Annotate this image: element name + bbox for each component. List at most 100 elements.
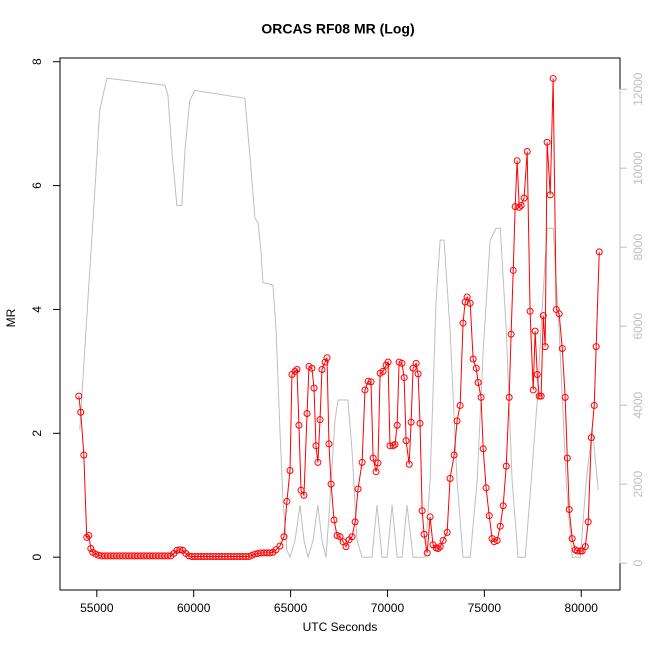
data-point: [426, 513, 434, 521]
x-tick-label: 70000: [371, 601, 405, 615]
data-point: [523, 148, 531, 156]
data-point: [549, 74, 557, 82]
data-point: [590, 401, 598, 409]
data-point: [389, 442, 397, 450]
data-point: [581, 543, 589, 551]
data-point: [393, 421, 401, 429]
data-point: [505, 393, 513, 401]
data-point: [342, 543, 350, 551]
data-point: [402, 437, 410, 445]
data-point: [291, 367, 299, 375]
data-point: [477, 393, 485, 401]
data-point: [513, 157, 521, 165]
data-point: [565, 505, 573, 513]
data-point: [361, 386, 369, 394]
data-point: [85, 531, 93, 539]
data-point: [555, 310, 563, 318]
data-point: [587, 434, 595, 442]
data-point: [164, 552, 172, 560]
data-point: [472, 364, 480, 372]
data-point: [358, 458, 366, 466]
y2-tick-label: 12000: [631, 72, 645, 106]
data-point: [286, 466, 294, 474]
data-point: [533, 370, 541, 378]
data-point: [300, 491, 308, 499]
data-point: [418, 507, 426, 515]
data-point: [520, 194, 528, 202]
x-tick-label: 65000: [274, 601, 308, 615]
data-point: [75, 392, 83, 400]
data-point: [318, 366, 326, 374]
data-point: [321, 358, 329, 366]
data-point: [531, 327, 539, 335]
data-point: [509, 266, 517, 274]
data-point: [325, 440, 333, 448]
data-point: [439, 536, 447, 544]
y2-tick-label: 10000: [631, 151, 645, 185]
data-point: [80, 451, 88, 459]
data-point: [398, 359, 406, 367]
data-point: [507, 330, 515, 338]
data-point: [364, 377, 372, 385]
data-point: [412, 359, 420, 367]
x-tick-label: 80000: [565, 601, 599, 615]
y2-tick-label: 0: [631, 559, 645, 566]
data-point: [336, 533, 344, 541]
data-point: [571, 546, 579, 554]
data-point: [303, 409, 311, 417]
data-point: [499, 502, 507, 510]
data-point: [515, 203, 523, 211]
y2-tick-label: 4000: [631, 391, 645, 418]
data-point: [407, 418, 415, 426]
y-tick-label: 8: [30, 58, 44, 65]
y2-tick-label: 2000: [631, 470, 645, 497]
data-point: [443, 528, 451, 536]
data-point: [459, 319, 467, 327]
y-tick-label: 4: [30, 306, 44, 313]
data-point: [466, 299, 474, 307]
data-point: [456, 401, 464, 409]
data-point: [384, 358, 392, 366]
data-point: [423, 549, 431, 557]
data-point: [87, 545, 95, 553]
data-point: [330, 516, 338, 524]
data-point: [546, 191, 554, 199]
data-point: [314, 458, 322, 466]
data-point: [323, 354, 331, 362]
data-point: [379, 367, 387, 375]
data-point: [367, 378, 375, 386]
data-point: [405, 460, 413, 468]
data-point: [414, 370, 422, 378]
x-tick-label: 60000: [177, 601, 211, 615]
data-point: [293, 366, 301, 374]
data-point: [416, 419, 424, 427]
data-point: [280, 533, 288, 541]
data-point: [450, 451, 458, 459]
data-point: [568, 535, 576, 543]
data-point: [348, 533, 356, 541]
data-point: [485, 512, 493, 520]
data-point: [400, 374, 408, 382]
x-tick-label: 55000: [80, 601, 114, 615]
data-point: [541, 343, 549, 351]
data-point: [386, 442, 394, 450]
data-point: [176, 546, 184, 554]
y2-tick-label: 8000: [631, 234, 645, 261]
data-point: [595, 248, 603, 256]
chart-title: ORCAS RF08 MR (Log): [261, 21, 414, 37]
y-tick-label: 6: [30, 182, 44, 189]
data-point: [297, 486, 305, 494]
data-point: [283, 497, 291, 505]
data-point: [327, 480, 335, 488]
data-point: [561, 393, 569, 401]
data-point: [482, 484, 490, 492]
data-point: [537, 392, 545, 400]
data-point: [374, 459, 382, 467]
data-point: [308, 364, 316, 372]
data-point: [354, 485, 362, 493]
data-point: [266, 549, 274, 557]
data-point: [592, 343, 600, 351]
data-point: [502, 462, 510, 470]
data-point: [316, 416, 324, 424]
